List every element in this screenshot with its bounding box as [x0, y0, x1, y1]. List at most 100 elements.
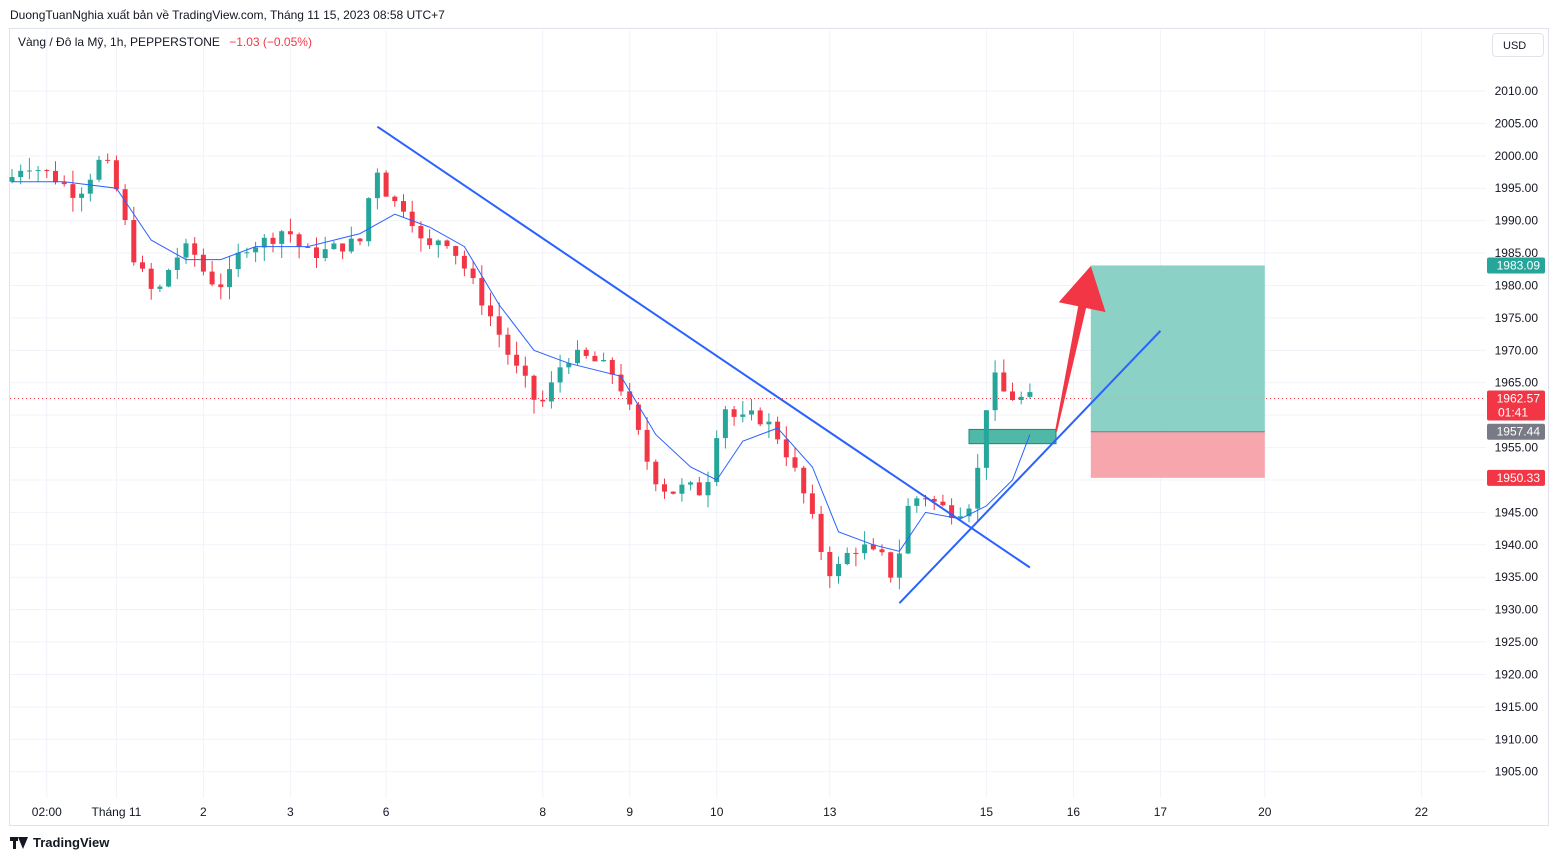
candle-body [374, 172, 380, 199]
candle-body [635, 404, 641, 430]
y-tick-label: 1965.00 [1495, 376, 1539, 390]
candle-body [531, 375, 537, 400]
candle-body [279, 231, 285, 244]
candle-body [1010, 391, 1015, 401]
candle-body [566, 363, 572, 368]
candle-body [35, 170, 41, 172]
x-tick-label: 02:00 [32, 805, 62, 819]
symbol-change: −1.03 (−0.05%) [229, 35, 312, 49]
price-axis[interactable]: 2010.00 2005.00 2000.00 1995.00 1990.00 1985.… [1495, 84, 1539, 779]
symbol-legend[interactable]: Vàng / Đô la Mỹ, 1h, PEPPERSTONE −1.03 (… [18, 35, 312, 49]
position-zones [968, 265, 1265, 478]
candle-body [253, 247, 259, 253]
candle-body [131, 220, 137, 263]
x-tick-label: 22 [1415, 805, 1429, 819]
candle-body [383, 172, 389, 197]
candle-body [401, 201, 406, 212]
price-label-box [1487, 423, 1545, 440]
candle-body [270, 237, 276, 244]
profit-zone [1090, 265, 1265, 432]
candle-body [87, 179, 93, 194]
price-label-box [1487, 257, 1545, 274]
x-tick-label: 13 [823, 805, 837, 819]
candle-body [340, 243, 346, 252]
x-tick-label: 8 [539, 805, 546, 819]
trendline-uptrend[interactable] [898, 330, 1162, 604]
candle-body [896, 553, 902, 578]
y-tick-label: 1990.00 [1495, 214, 1539, 228]
candle-body [818, 513, 824, 553]
symbol-description: Vàng / Đô la Mỹ, 1h, PEPPERSTONE [18, 35, 220, 49]
candle-body [983, 410, 989, 468]
candle-body [957, 516, 963, 518]
x-tick-label: 3 [287, 805, 294, 819]
candle-body [653, 461, 659, 485]
candle-body [427, 238, 433, 246]
candle-body [801, 467, 807, 494]
candle-body [914, 498, 920, 506]
candle-body [183, 243, 189, 258]
candle-body [722, 409, 728, 439]
x-tick-label: 10 [710, 805, 724, 819]
candle-body [105, 159, 111, 161]
candle-body [766, 421, 772, 425]
price-label-text: 1962.57 [1497, 391, 1541, 405]
y-tick-label: 1980.00 [1495, 278, 1539, 292]
candle-body [488, 305, 493, 317]
y-tick-label: 2005.00 [1495, 116, 1539, 130]
candle-body [496, 316, 502, 335]
y-tick-label: 1970.00 [1495, 343, 1539, 357]
currency-button[interactable]: USD [1492, 33, 1544, 57]
candle-body [470, 268, 476, 279]
candle-body [1001, 372, 1007, 392]
candle-body [1018, 396, 1024, 401]
y-tick-label: 1945.00 [1495, 505, 1539, 519]
candle-body [836, 564, 841, 577]
y-tick-label: 1955.00 [1495, 441, 1539, 455]
candle-body [435, 240, 441, 246]
loss-zone [1090, 431, 1265, 478]
up-arrow-icon[interactable] [1055, 266, 1106, 432]
candle-body [18, 170, 24, 178]
candle-body [775, 421, 781, 440]
y-tick-label: 1910.00 [1495, 732, 1539, 746]
candle-body [601, 359, 607, 362]
candle-body [79, 193, 85, 198]
tradingview-brand[interactable]: TradingView [10, 835, 109, 850]
x-tick-label: 17 [1154, 805, 1168, 819]
price-label-text: 1950.33 [1497, 471, 1541, 485]
arrow-annotation[interactable] [1055, 266, 1106, 432]
candle-body [505, 334, 511, 355]
candle-body [540, 399, 546, 402]
candle-body [148, 268, 154, 289]
candles [9, 153, 1033, 590]
candle-body [592, 355, 598, 362]
demand-zone [968, 428, 1057, 445]
x-tick-label: 20 [1258, 805, 1272, 819]
candle-body [975, 467, 981, 509]
y-tick-label: 1935.00 [1495, 570, 1539, 584]
candle-body [157, 286, 163, 289]
candle-body [827, 552, 833, 577]
y-tick-label: 2000.00 [1495, 149, 1539, 163]
candle-body [348, 238, 354, 252]
y-tick-label: 1940.00 [1495, 538, 1539, 552]
candle-body [122, 189, 128, 221]
candle-body [444, 240, 450, 247]
candle-body [749, 410, 754, 415]
time-axis[interactable]: 02:00 Tháng 11 2 3 6 8 9 10 13 15 16 17 20 22 [32, 805, 1429, 819]
y-tick-label: 1995.00 [1495, 181, 1539, 195]
price-label-text: 1983.09 [1497, 258, 1541, 272]
candle-body [548, 382, 554, 402]
y-tick-label: 2010.00 [1495, 84, 1539, 98]
trendline-downtrend[interactable] [376, 125, 1031, 569]
candle-body [418, 226, 424, 239]
tradingview-logo-icon [10, 836, 28, 849]
x-tick-label: 9 [626, 805, 633, 819]
trendlines[interactable] [376, 125, 1162, 604]
candle-body [244, 252, 250, 254]
candle-body [870, 544, 876, 550]
candle-body [618, 374, 624, 392]
